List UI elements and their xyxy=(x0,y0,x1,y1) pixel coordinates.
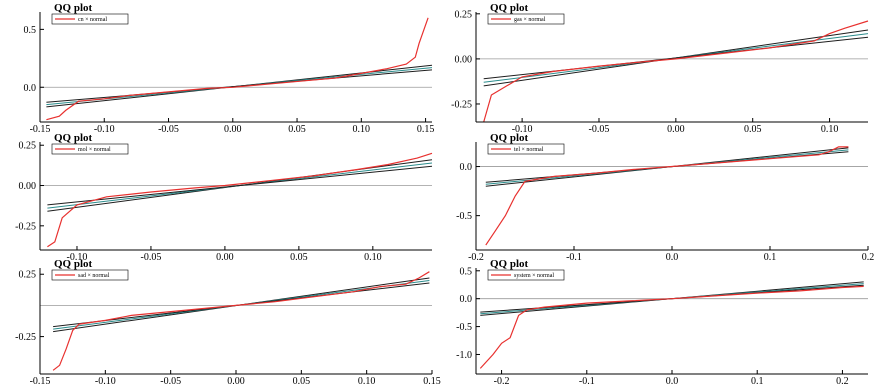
x-tick-label: 0.00 xyxy=(224,124,242,135)
legend-box xyxy=(51,143,129,155)
x-tick-label: 0.10 xyxy=(364,252,382,263)
x-tick-label: 0.00 xyxy=(216,252,234,263)
panel-title: QQ plot xyxy=(54,2,93,14)
x-tick-label: -0.2 xyxy=(494,376,510,385)
x-tick-label: 0.10 xyxy=(358,376,376,385)
legend-box xyxy=(487,143,565,155)
x-tick-label: 0.05 xyxy=(293,376,311,385)
legend-label: mol × normal xyxy=(78,147,111,153)
y-tick-label: -0.5 xyxy=(456,322,472,333)
x-tick-label: 0.05 xyxy=(290,252,308,263)
y-tick-label: 0.00 xyxy=(19,181,37,192)
y-tick-label: -0.5 xyxy=(456,211,472,222)
panel-title: QQ plot xyxy=(490,132,529,144)
qq-panel-6: -0.2 -0.1 0.0 0.1 0.2 0.5 0.0 -0.5 -1.0 QQ plot sy… xyxy=(456,258,868,385)
qq-panel-1: -0.15 -0.10 -0.05 0.00 0.05 0.10 0.15 0.5 0.0 QQ … xyxy=(24,2,435,135)
legend: gas × normal xyxy=(487,13,565,25)
legend-label: sad × normal xyxy=(78,273,110,279)
qq-panel-5: -0.15 -0.10 -0.05 0.00 0.05 0.10 0.15 0.25 -0.25… xyxy=(15,258,441,385)
y-tick-label: 0.00 xyxy=(455,54,473,65)
x-tick-label: -0.1 xyxy=(579,376,595,385)
x-tick-label: 0.15 xyxy=(417,124,435,135)
normal-reference-line xyxy=(46,69,433,103)
x-tick-label: 0.0 xyxy=(666,376,679,385)
qq-series-line xyxy=(46,17,429,121)
qq-series-line xyxy=(483,20,869,123)
legend-label: cn × normal xyxy=(78,17,107,23)
y-tick-label: -1.0 xyxy=(456,350,472,361)
legend: cn × normal xyxy=(51,13,129,25)
legend-box xyxy=(51,13,129,25)
x-tick-label: 0.10 xyxy=(821,124,839,135)
qq-series-line xyxy=(52,271,430,371)
x-tick-label: -0.2 xyxy=(468,252,484,263)
x-tick-label: 0.1 xyxy=(764,252,777,263)
x-tick-label: 0.05 xyxy=(744,124,762,135)
x-tick-label: 0.1 xyxy=(751,376,764,385)
legend: system × normal xyxy=(487,269,565,281)
y-tick-label: -0.25 xyxy=(15,221,36,232)
x-tick-label: 0.10 xyxy=(353,124,371,135)
x-tick-label: -0.15 xyxy=(30,376,51,385)
x-tick-label: -0.05 xyxy=(160,376,181,385)
x-tick-label: -0.10 xyxy=(95,376,116,385)
qq-panel-4: -0.2 -0.1 0.0 0.1 0.2 0.0 -0.5 QQ plot tel × nor… xyxy=(456,132,874,263)
x-tick-label: 0.00 xyxy=(227,376,245,385)
legend-label: system × normal xyxy=(514,273,554,279)
y-tick-label: 0.0 xyxy=(460,294,473,305)
legend-box xyxy=(51,269,129,281)
y-tick-label: 0.5 xyxy=(460,266,473,277)
y-tick-label: 0.25 xyxy=(455,9,473,20)
x-tick-label: -0.1 xyxy=(566,252,582,263)
y-tick-label: 0.25 xyxy=(19,141,37,152)
panel-title: QQ plot xyxy=(490,2,529,14)
x-tick-label: 0.15 xyxy=(423,376,441,385)
qq-series-line xyxy=(485,146,849,246)
x-tick-label: -0.05 xyxy=(158,124,179,135)
qq-panel-2: -0.10 -0.05 0.00 0.05 0.10 0.25 0.00 -0.25 QQ pl… xyxy=(451,2,869,135)
legend: sad × normal xyxy=(51,269,129,281)
x-tick-label: -0.15 xyxy=(30,124,51,135)
normal-reference-line xyxy=(47,165,433,206)
y-tick-label: 0.0 xyxy=(24,83,37,94)
x-tick-label: -0.10 xyxy=(94,124,115,135)
x-tick-label: 0.0 xyxy=(666,252,679,263)
x-tick-label: -0.05 xyxy=(589,124,610,135)
panel-title: QQ plot xyxy=(54,132,93,144)
y-tick-label: -0.25 xyxy=(451,99,472,110)
legend: tel × normal xyxy=(487,143,565,155)
legend: mol × normal xyxy=(51,143,129,155)
legend-box xyxy=(487,269,565,281)
legend-label: gas × normal xyxy=(514,17,546,23)
qq-series-line xyxy=(47,152,433,248)
y-tick-label: 0.0 xyxy=(460,162,473,173)
normal-reference-line xyxy=(483,36,869,80)
x-tick-label: 0.05 xyxy=(288,124,306,135)
y-tick-label: 0.25 xyxy=(19,270,37,281)
x-tick-label: 0.2 xyxy=(862,252,875,263)
x-tick-label: 0.00 xyxy=(667,124,685,135)
qq-panel-3: -0.10 -0.05 0.00 0.05 0.10 0.25 0.00 -0.25 QQ pl… xyxy=(15,132,433,263)
x-tick-label: -0.10 xyxy=(512,124,533,135)
qq-series-line xyxy=(479,285,864,369)
y-tick-label: -0.25 xyxy=(15,332,36,343)
legend-box xyxy=(487,13,565,25)
x-tick-label: -0.05 xyxy=(141,252,162,263)
panel-title: QQ plot xyxy=(490,258,529,270)
x-tick-label: -0.10 xyxy=(67,252,88,263)
panel-title: QQ plot xyxy=(54,258,93,270)
legend-label: tel × normal xyxy=(514,147,544,153)
y-tick-label: 0.5 xyxy=(24,25,37,36)
x-tick-label: 0.2 xyxy=(836,376,849,385)
